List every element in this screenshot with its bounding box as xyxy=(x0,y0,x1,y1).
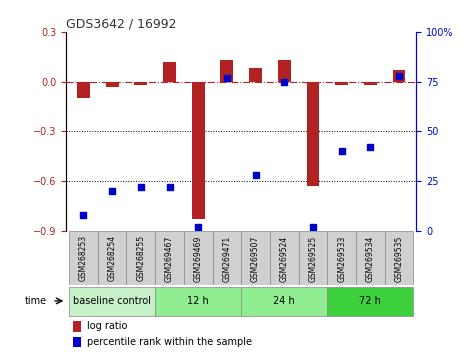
Text: GSM268253: GSM268253 xyxy=(79,235,88,281)
Text: GSM269534: GSM269534 xyxy=(366,235,375,282)
Point xyxy=(137,184,145,190)
Text: log ratio: log ratio xyxy=(87,321,127,331)
Text: GSM269467: GSM269467 xyxy=(165,235,174,282)
Text: GSM268255: GSM268255 xyxy=(136,235,145,281)
Text: GSM269471: GSM269471 xyxy=(222,235,231,281)
FancyBboxPatch shape xyxy=(212,231,241,285)
Point xyxy=(309,224,317,230)
Bar xyxy=(278,60,291,82)
Text: GSM269535: GSM269535 xyxy=(394,235,403,282)
FancyBboxPatch shape xyxy=(385,231,413,285)
Point xyxy=(338,149,345,154)
Text: baseline control: baseline control xyxy=(73,296,151,306)
FancyBboxPatch shape xyxy=(69,231,98,285)
Text: 24 h: 24 h xyxy=(273,296,295,306)
Bar xyxy=(73,321,81,332)
Bar xyxy=(73,337,81,347)
Text: GSM269525: GSM269525 xyxy=(308,235,317,281)
Bar xyxy=(134,82,147,85)
Text: GSM269469: GSM269469 xyxy=(194,235,203,282)
Bar xyxy=(105,82,119,87)
Text: 12 h: 12 h xyxy=(187,296,209,306)
FancyBboxPatch shape xyxy=(241,287,327,316)
FancyBboxPatch shape xyxy=(270,231,298,285)
Bar xyxy=(192,82,205,219)
Bar xyxy=(307,82,319,186)
Point xyxy=(280,79,288,85)
FancyBboxPatch shape xyxy=(98,231,126,285)
Text: percentile rank within the sample: percentile rank within the sample xyxy=(87,337,252,347)
Bar xyxy=(335,82,348,85)
Text: GSM269533: GSM269533 xyxy=(337,235,346,282)
Point xyxy=(367,144,374,150)
FancyBboxPatch shape xyxy=(298,231,327,285)
FancyBboxPatch shape xyxy=(155,287,241,316)
Text: time: time xyxy=(25,296,47,306)
FancyBboxPatch shape xyxy=(241,231,270,285)
Point xyxy=(108,188,116,194)
FancyBboxPatch shape xyxy=(327,231,356,285)
Bar xyxy=(393,70,405,82)
Point xyxy=(252,172,259,178)
Point xyxy=(194,224,202,230)
Point xyxy=(223,75,231,80)
Point xyxy=(166,184,173,190)
Point xyxy=(79,212,87,218)
FancyBboxPatch shape xyxy=(184,231,212,285)
FancyBboxPatch shape xyxy=(69,287,155,316)
Bar xyxy=(163,62,176,82)
Bar xyxy=(220,60,233,82)
Bar xyxy=(77,82,90,98)
FancyBboxPatch shape xyxy=(155,231,184,285)
FancyBboxPatch shape xyxy=(327,287,413,316)
Text: GSM269507: GSM269507 xyxy=(251,235,260,282)
Text: 72 h: 72 h xyxy=(359,296,381,306)
FancyBboxPatch shape xyxy=(126,231,155,285)
Point xyxy=(395,73,403,79)
Bar xyxy=(364,82,377,85)
Text: GSM269524: GSM269524 xyxy=(280,235,289,281)
Bar xyxy=(249,68,262,82)
FancyBboxPatch shape xyxy=(356,231,385,285)
Text: GSM268254: GSM268254 xyxy=(108,235,117,281)
Text: GDS3642 / 16992: GDS3642 / 16992 xyxy=(66,18,177,31)
